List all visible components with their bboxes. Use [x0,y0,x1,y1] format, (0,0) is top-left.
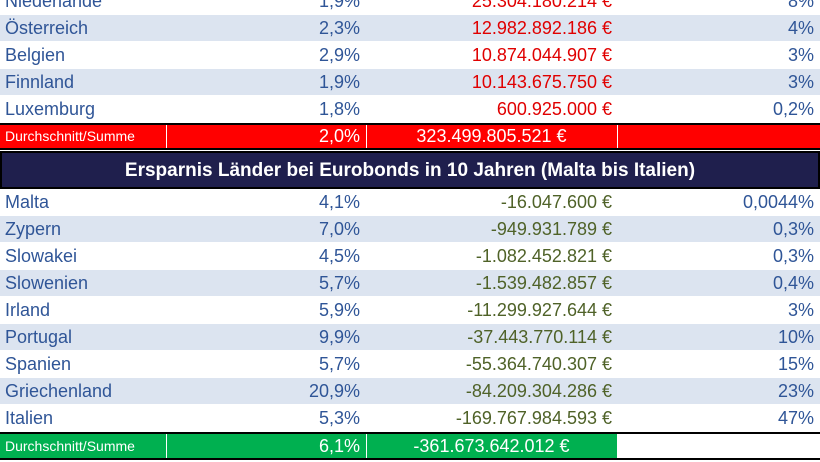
rate-cell: 5,7% [318,273,360,293]
summary-amount: 323.499.805.521 € [366,125,618,148]
rate-cell: 9,9% [318,327,360,347]
rate-cell: 2,9% [318,45,360,65]
summary-share [618,434,820,458]
amount-cell: -949.931.789 € [490,219,612,239]
table-row: Irland 5,9% -11.299.927.644 € 3% [0,297,820,324]
table-row: Italien 5,3% -169.767.984.593 € 47% [0,405,820,432]
share-cell: 10% [777,327,814,347]
share-cell: 3% [787,45,814,65]
summary-label: Durchschnitt/Summe [5,438,135,454]
share-cell: 47% [777,408,814,428]
table-row: Slowakei 4,5% -1.082.452.821 € 0,3% [0,243,820,270]
rate-cell: 20,9% [308,381,360,401]
rate-cell: 1,9% [318,72,360,92]
country-cell: Portugal [5,327,73,347]
country-cell: Luxemburg [5,99,96,119]
country-cell: Zypern [5,219,62,239]
table-row: Spanien 5,7% -55.364.740.307 € 15% [0,351,820,378]
country-cell: Malta [5,192,50,212]
amount-cell: -84.209.304.286 € [465,381,612,401]
rate-cell: 4,1% [318,192,360,212]
share-cell: 0,4% [772,273,814,293]
table-row: Malta 4,1% -16.047.600 € 0,0044% [0,189,820,216]
table-row: Griechenland 20,9% -84.209.304.286 € 23% [0,378,820,405]
amount-cell: 25.304.180.214 € [471,0,612,11]
share-cell: 3% [787,72,814,92]
table-row: Portugal 9,9% -37.443.770.114 € 10% [0,324,820,351]
country-cell: Griechenland [5,381,113,401]
country-cell: Italien [5,408,54,428]
rate-cell: 1,9% [318,0,360,11]
rate-cell: 5,3% [318,408,360,428]
top-summary-row: Durchschnitt/Summe 2,0% 323.499.805.521 … [0,123,820,150]
table-row: Luxemburg 1,8% 600.925.000 € 0,2% [0,96,820,123]
amount-cell: 12.982.892.186 € [471,18,612,38]
share-cell: 3% [787,300,814,320]
summary-amount: -361.673.642.012 € [366,434,618,458]
rate-cell: 5,7% [318,354,360,374]
table-row: Finnland 1,9% 10.143.675.750 € 3% [0,69,820,96]
bottom-summary-row: Durchschnitt/Summe 6,1% -361.673.642.012… [0,432,820,460]
share-cell: 0,0044% [742,192,814,212]
rate-cell: 5,9% [318,300,360,320]
bottom-table-body: Malta 4,1% -16.047.600 € 0,0044% Zypern 7,0% -… [0,189,820,432]
share-cell: 0,2% [772,99,814,119]
amount-cell: -1.082.452.821 € [475,246,612,266]
rate-cell: 4,5% [318,246,360,266]
summary-share [618,125,820,148]
amount-cell: -16.047.600 € [500,192,612,212]
amount-cell: 10.874.044.907 € [471,45,612,65]
amount-cell: -55.364.740.307 € [465,354,612,374]
share-cell: 8% [787,0,814,11]
table-row: Zypern 7,0% -949.931.789 € 0,3% [0,216,820,243]
amount-cell: -11.299.927.644 € [467,300,612,320]
top-table-body: Niederlande 1,9% 25.304.180.214 € 8% Österre… [0,0,820,123]
country-cell: Slowakei [5,246,78,266]
country-cell: Spanien [5,354,72,374]
country-cell: Österreich [5,18,89,38]
country-cell: Niederlande [5,0,103,11]
amount-cell: -1.539.482.857 € [475,273,612,293]
share-cell: 15% [777,354,814,374]
amount-cell: 600.925.000 € [496,99,612,119]
share-cell: 4% [787,18,814,38]
rate-cell: 7,0% [318,219,360,239]
amount-cell: -169.767.984.593 € [455,408,612,428]
amount-cell: -37.443.770.114 € [467,327,612,347]
table-row: Österreich 2,3% 12.982.892.186 € 4% [0,15,820,42]
summary-label: Durchschnitt/Summe [5,128,135,144]
share-cell: 0,3% [772,219,814,239]
country-cell: Finnland [5,72,75,92]
country-cell: Irland [5,300,51,320]
table-row: Belgien 2,9% 10.874.044.907 € 3% [0,42,820,69]
rate-cell: 1,8% [318,99,360,119]
share-cell: 0,3% [772,246,814,266]
rate-cell: 2,3% [318,18,360,38]
table-row: Niederlande 1,9% 25.304.180.214 € 8% [0,0,820,15]
table-row: Slowenien 5,7% -1.539.482.857 € 0,4% [0,270,820,297]
summary-rate: 6,1% [166,434,366,458]
country-cell: Slowenien [5,273,89,293]
section-title: Ersparnis Länder bei Eurobonds in 10 Jah… [0,151,820,189]
amount-cell: 10.143.675.750 € [471,72,612,92]
summary-rate: 2,0% [166,125,366,148]
share-cell: 23% [777,381,814,401]
country-cell: Belgien [5,45,66,65]
